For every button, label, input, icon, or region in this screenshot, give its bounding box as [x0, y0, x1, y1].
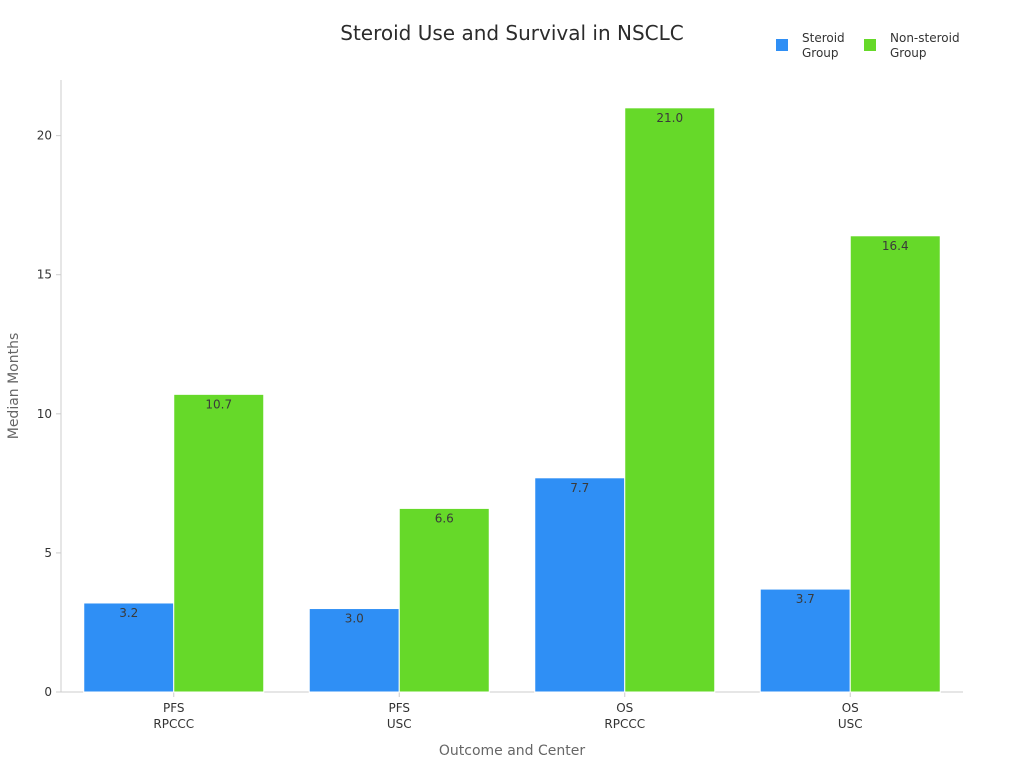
bar	[849, 235, 941, 693]
bar	[308, 608, 400, 693]
y-tick-label: 15	[37, 268, 52, 282]
legend-swatch	[864, 39, 876, 51]
bar	[534, 477, 626, 693]
bar	[173, 393, 265, 693]
bar	[398, 507, 490, 693]
y-tick-label: 20	[37, 129, 52, 143]
y-tick-label: 5	[44, 546, 52, 560]
data-label: 10.7	[205, 397, 232, 411]
data-labels: 3.2 3.0 7.7 3.7 10.7 6.6 21.0 16.4	[119, 111, 908, 626]
legend-label: Steroid Group	[802, 31, 845, 60]
data-label: 3.7	[796, 592, 815, 606]
chart-title: Steroid Use and Survival in NSCLC	[340, 21, 684, 45]
bars	[83, 107, 941, 693]
bar	[624, 107, 716, 693]
y-axis-title: Median Months	[6, 333, 22, 440]
bar	[759, 588, 851, 693]
y-tick-label: 10	[37, 407, 52, 421]
data-label: 21.0	[656, 111, 683, 125]
data-label: 16.4	[882, 239, 909, 253]
y-axis: 0 5 10 15 20	[37, 80, 62, 699]
legend: Steroid Group Non-steroid Group	[776, 31, 960, 60]
data-label: 7.7	[570, 481, 589, 495]
x-axis-title: Outcome and Center	[439, 743, 585, 759]
bar	[83, 602, 175, 693]
data-label: 6.6	[435, 511, 454, 525]
y-tick-label: 0	[44, 685, 52, 699]
x-tick-label: PFS RPCCC	[153, 701, 194, 731]
x-tick-label: OS RPCCC	[604, 701, 645, 731]
legend-label: Non-steroid Group	[890, 31, 960, 60]
x-tick-label: PFS USC	[387, 701, 412, 731]
legend-swatch	[776, 39, 788, 51]
data-label: 3.0	[345, 612, 364, 626]
x-tick-label: OS USC	[838, 701, 863, 731]
x-axis: PFS RPCCC PFS USC OS RPCCC OS USC	[61, 691, 963, 731]
data-label: 3.2	[119, 606, 138, 620]
